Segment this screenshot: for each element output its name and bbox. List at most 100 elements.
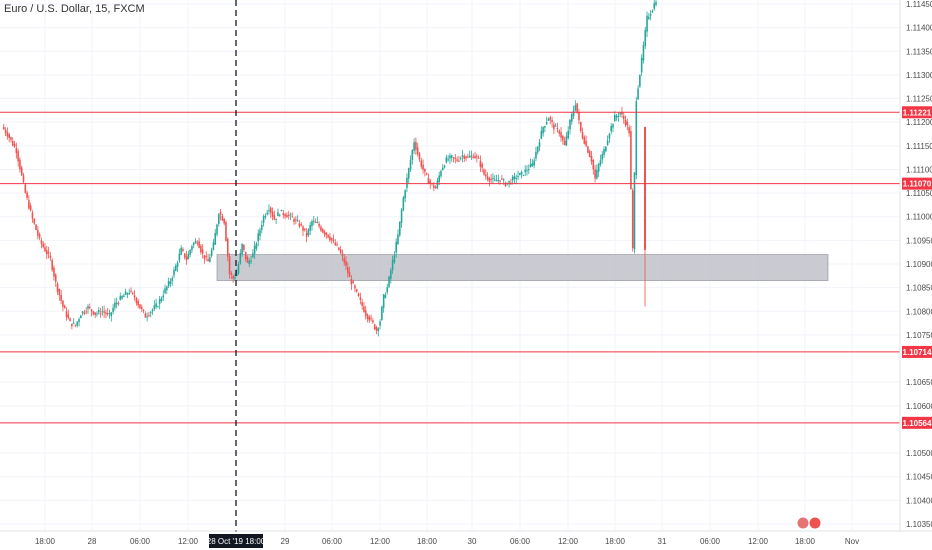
candle-body [151, 309, 154, 312]
price-level-label: 1.11221 [903, 108, 932, 117]
candle-body [305, 232, 308, 237]
candle-body [427, 178, 430, 184]
price-tick-label: 1.10800 [906, 307, 932, 316]
candle-body [226, 238, 229, 257]
candle-body [393, 255, 396, 263]
candle-body [422, 164, 424, 170]
currency-flags-icon[interactable] [796, 516, 822, 530]
price-tick-label: 1.10350 [906, 520, 932, 529]
candle-body [479, 160, 482, 167]
candle-body [31, 212, 34, 219]
candle-body [637, 88, 639, 100]
candle-body [243, 244, 245, 250]
time-tick-label: 12:00 [178, 537, 199, 546]
candle-body [474, 155, 476, 159]
candle-body [74, 324, 77, 326]
candle-body [20, 167, 23, 176]
candle-body [160, 298, 163, 301]
candle-body [626, 121, 629, 126]
time-tick-label: 18:00 [417, 537, 438, 546]
candle-body [139, 304, 141, 309]
candle-body [581, 132, 584, 139]
support-zone[interactable] [216, 254, 829, 281]
price-tick-label: 1.11450 [906, 0, 932, 9]
candle-body [244, 251, 247, 259]
candle-body [26, 192, 28, 199]
candle-body [261, 224, 263, 230]
time-tick-label: 06:00 [322, 537, 343, 546]
candle-body [646, 15, 648, 32]
candle-body [447, 159, 449, 161]
candle-body [17, 151, 19, 162]
candle-body [502, 179, 505, 181]
candle-body [407, 168, 410, 179]
candle-body [540, 130, 543, 139]
candle-body [382, 294, 385, 309]
candle-body [255, 243, 258, 249]
candle-body [357, 293, 360, 297]
candle-body [508, 180, 510, 183]
candle-body [158, 299, 161, 304]
candle-body [395, 241, 397, 253]
candle-body [572, 110, 575, 117]
candle-body [433, 185, 435, 188]
candle-body [264, 215, 267, 218]
candle-body [590, 155, 593, 162]
candle-body [463, 156, 466, 159]
price-tick-label: 1.10600 [906, 402, 932, 411]
candle-body [182, 249, 184, 251]
price-level-label: 1.11070 [903, 180, 932, 189]
candle-body [472, 156, 475, 158]
candle-body [398, 221, 401, 236]
flag-eur-icon [796, 516, 810, 530]
candle-body [198, 241, 200, 248]
price-tick-label: 1.11000 [906, 213, 932, 222]
candle-body [114, 302, 116, 308]
candle-body [296, 220, 299, 222]
candle-body [576, 103, 578, 113]
candle-body [504, 182, 507, 187]
candle-body [268, 210, 270, 212]
candle-body [655, 1, 657, 5]
price-tick-label: 1.11250 [906, 95, 932, 104]
candle-body [128, 292, 131, 294]
candle-body [524, 169, 526, 173]
candle-body [363, 306, 365, 312]
candle-body [459, 157, 462, 159]
time-tick-label: 28 [88, 537, 97, 546]
candle-body [615, 115, 618, 118]
candle-body [40, 240, 43, 244]
candle-body [28, 200, 30, 209]
candle-body [218, 214, 220, 224]
candle-body [112, 307, 114, 312]
candle-body [606, 140, 609, 146]
candle-body [630, 131, 632, 190]
candle-body [443, 165, 446, 168]
candle-body [642, 45, 645, 61]
candle-body [441, 167, 444, 170]
candle-body [271, 211, 274, 217]
candle-body [110, 312, 113, 317]
candle-body [562, 136, 564, 141]
candle-body [492, 178, 494, 180]
candle-body [470, 155, 473, 157]
crosshair-time-label: 28 Oct '19 18:00 [207, 537, 266, 546]
price-tick-label: 1.10900 [906, 260, 932, 269]
candle-body [54, 274, 57, 282]
candle-body [183, 253, 186, 258]
candle-body [563, 140, 566, 145]
candle-body [493, 179, 496, 181]
candle-body [601, 154, 604, 160]
candle-body [146, 316, 148, 318]
candle-body [162, 295, 165, 298]
candle-body [511, 176, 514, 181]
candle-body [85, 311, 88, 313]
candle-body [332, 239, 335, 241]
candle-body [354, 285, 356, 289]
candle-body [157, 306, 159, 308]
candle-body [298, 223, 301, 227]
candle-body [58, 288, 61, 296]
candle-body [325, 232, 328, 235]
